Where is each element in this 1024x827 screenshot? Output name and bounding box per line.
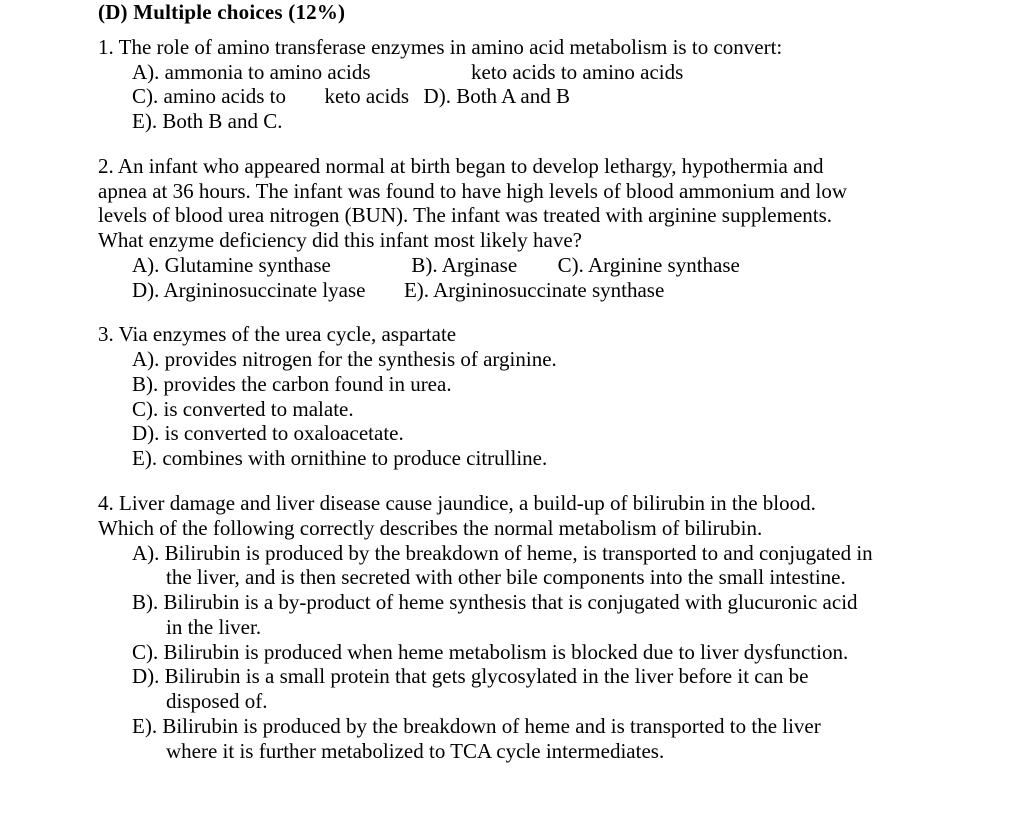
q4-option-a-line1: A). Bilirubin is produced by the breakdo… [132, 541, 873, 565]
q4-option-d: D). Bilirubin is a small protein that ge… [98, 664, 1006, 714]
q2-stem-line3: levels of blood urea nitrogen (BUN). The… [98, 203, 1006, 228]
q3-option-d: D). is converted to oxaloacetate. [132, 421, 1006, 446]
q1-option-e: E). Both B and C. [132, 109, 283, 133]
q4-option-c-line1: C). Bilirubin is produced when heme meta… [132, 640, 848, 664]
q4-stem-line1: 4. Liver damage and liver disease cause … [98, 491, 1006, 516]
q1-stem: 1. The role of amino transferase enzymes… [98, 35, 1006, 60]
q4-option-d-line1: D). Bilirubin is a small protein that ge… [132, 664, 809, 688]
question-1: 1. The role of amino transferase enzymes… [98, 35, 1006, 134]
q4-option-b: B). Bilirubin is a by-product of heme sy… [98, 590, 1006, 640]
q2-option-c: C). Arginine synthase [558, 253, 740, 277]
q2-option-b: B). Arginase [411, 253, 517, 277]
q4-stem-line2: Which of the following correctly describ… [98, 516, 1006, 541]
q2-stem-line4: What enzyme deficiency did this infant m… [98, 228, 1006, 253]
q4-option-c: C). Bilirubin is produced when heme meta… [98, 640, 1006, 665]
q4-option-a-line2: the liver, and is then secreted with oth… [166, 565, 1006, 590]
q2-stem-line1: 2. An infant who appeared normal at birt… [98, 154, 1006, 179]
q1-option-c: C). amino acids to [132, 84, 286, 108]
q3-option-b: B). provides the carbon found in urea. [132, 372, 1006, 397]
q2-option-e: E). Argininosuccinate synthase [404, 278, 664, 302]
q4-option-e: E). Bilirubin is produced by the breakdo… [98, 714, 1006, 764]
q1-option-d: D). Both A and B [424, 84, 570, 108]
q4-option-d-line2: disposed of. [166, 689, 1006, 714]
q4-option-b-line1: B). Bilirubin is a by-product of heme sy… [132, 590, 858, 614]
q3-option-c: C). is converted to malate. [132, 397, 1006, 422]
question-3: 3. Via enzymes of the urea cycle, aspart… [98, 322, 1006, 471]
q2-stem-line2: apnea at 36 hours. The infant was found … [98, 179, 1006, 204]
q3-stem: 3. Via enzymes of the urea cycle, aspart… [98, 322, 1006, 347]
question-4: 4. Liver damage and liver disease cause … [98, 491, 1006, 763]
q3-option-a: A). provides nitrogen for the synthesis … [132, 347, 1006, 372]
section-header: (D) Multiple choices (12%) [98, 0, 1006, 25]
q1-option-b-fragment: keto acids to amino acids [471, 60, 683, 84]
q4-option-e-line1: E). Bilirubin is produced by the breakdo… [132, 714, 821, 738]
q3-option-e: E). combines with ornithine to produce c… [132, 446, 1006, 471]
q2-option-a: A). Glutamine synthase [132, 253, 331, 277]
q4-option-e-line2: where it is further metabolized to TCA c… [166, 739, 1006, 764]
q1-option-c-fragment: keto acids [324, 84, 409, 108]
q1-option-a: A). ammonia to amino acids [132, 60, 371, 84]
q4-option-a: A). Bilirubin is produced by the breakdo… [98, 541, 1006, 591]
q2-option-d: D). Argininosuccinate lyase [132, 278, 365, 302]
question-2: 2. An infant who appeared normal at birt… [98, 154, 1006, 303]
q4-option-b-line2: in the liver. [166, 615, 1006, 640]
